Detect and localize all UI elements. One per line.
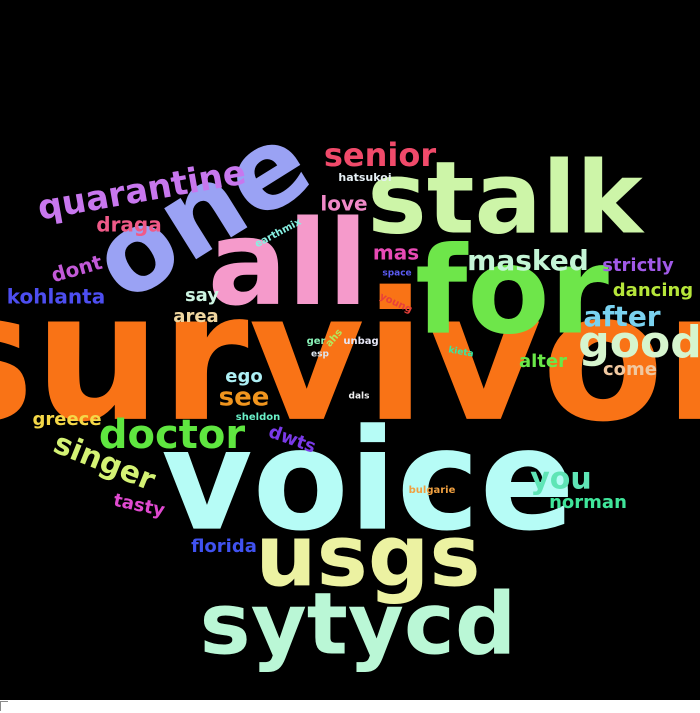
word-doctor: doctor	[99, 412, 245, 458]
word-kieta: kieta	[447, 345, 474, 359]
word-area: area	[173, 306, 218, 327]
word-ego: ego	[225, 366, 262, 387]
word-you: you	[530, 462, 592, 497]
word-tasty: tasty	[112, 490, 167, 521]
word-say: say	[185, 285, 219, 306]
word-usgs: usgs	[255, 506, 480, 606]
word-ger: ger	[307, 336, 326, 347]
word-unbag: unbag	[343, 336, 378, 347]
page-corner-mark	[0, 701, 8, 711]
word-esp: esp	[311, 350, 329, 360]
word-all: all	[208, 194, 369, 332]
word-come: come	[603, 359, 657, 380]
word-sytycd: sytycd	[200, 574, 517, 674]
word-bulgarie: bulgarie	[409, 485, 456, 496]
word-after: after	[583, 300, 660, 333]
word-norman: norman	[549, 492, 627, 513]
word-greece: greece	[32, 409, 101, 430]
word-masked: masked	[467, 244, 589, 277]
word-draga: draga	[96, 213, 162, 237]
word-strictly: strictly	[602, 255, 674, 276]
word-florida: florida	[191, 536, 257, 557]
word-dancing: dancing	[613, 280, 693, 301]
word-sheldon: sheldon	[236, 412, 280, 423]
word-hatsukoi: hatsukoi	[338, 171, 391, 184]
word-space: space	[382, 269, 411, 279]
word-survivor: survivor	[0, 254, 700, 461]
word-alter: alter	[519, 351, 567, 372]
word-stalk: stalk	[367, 139, 645, 256]
word-senior: senior	[324, 136, 436, 174]
word-voice: voice	[161, 400, 574, 563]
word-good: good	[578, 317, 700, 368]
word-see: see	[219, 383, 270, 413]
word-dals: dals	[349, 392, 370, 402]
word-mas: mas	[373, 241, 419, 265]
word-kohlanta: kohlanta	[7, 285, 105, 309]
word-love: love	[320, 192, 367, 216]
word-for: for	[415, 223, 609, 362]
